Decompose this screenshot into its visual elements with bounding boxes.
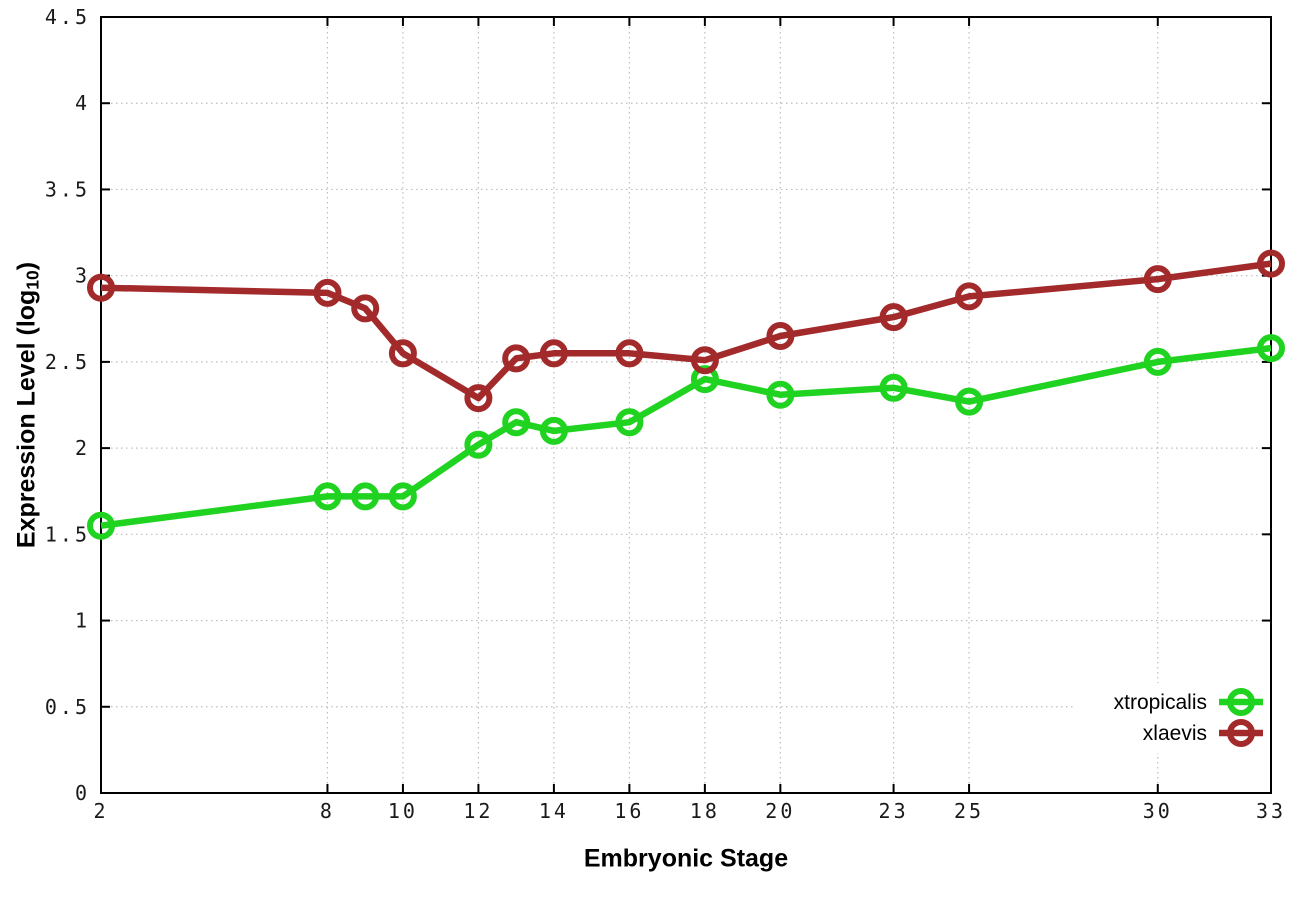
data-point-xtropicalis — [1143, 347, 1172, 376]
legend-sample-marker-xtropicalis — [1227, 688, 1255, 716]
y-tick-label: 4 — [75, 91, 90, 115]
y-tick-label: 0.5 — [45, 695, 90, 719]
data-point-xlaevis — [388, 339, 417, 368]
legend-label-xtropicalis: xtropicalis — [1114, 691, 1207, 714]
data-point-xtropicalis — [464, 430, 493, 459]
x-tick-label: 33 — [1256, 799, 1286, 823]
data-point-xtropicalis — [955, 387, 984, 416]
y-tick-label: 2.5 — [45, 350, 90, 374]
y-axis-title-main: Expression Level (log — [12, 289, 41, 549]
x-axis-title: Embryonic Stage — [583, 844, 789, 873]
x-tick-label: 10 — [388, 799, 418, 823]
x-tick-label: 2 — [93, 799, 108, 823]
data-point-xtropicalis — [766, 380, 795, 409]
x-tick-label: 8 — [320, 799, 335, 823]
data-point-xtropicalis — [690, 365, 719, 394]
data-point-xlaevis — [87, 273, 115, 302]
y-axis-title-subscript: 10 — [22, 270, 43, 290]
data-point-xtropicalis — [502, 408, 531, 437]
legend-sample-marker-xlaevis — [1227, 719, 1255, 747]
data-point-xlaevis — [464, 384, 493, 413]
x-tick-label: 25 — [954, 799, 984, 823]
y-tick-label: 4.5 — [45, 5, 90, 29]
data-point-xtropicalis — [313, 482, 342, 511]
data-point-xtropicalis — [615, 408, 644, 437]
x-tick-label: 12 — [463, 799, 493, 823]
data-point-xlaevis — [955, 282, 984, 311]
data-point-xlaevis — [1257, 249, 1285, 278]
plot-border — [100, 16, 1272, 794]
x-tick-label: 30 — [1143, 799, 1173, 823]
data-point-xlaevis — [313, 278, 342, 307]
data-point-xtropicalis — [879, 373, 908, 402]
y-tick-label: 3 — [75, 264, 90, 288]
y-tick-label: 2 — [75, 436, 90, 460]
data-point-xtropicalis — [351, 482, 380, 511]
y-axis-title: Expression Level (log10) — [12, 261, 43, 549]
y-tick-label: 3.5 — [45, 177, 90, 201]
legend-label-xlaevis: xlaevis — [1143, 722, 1207, 745]
data-point-xlaevis — [539, 339, 568, 368]
x-tick-label: 23 — [879, 799, 909, 823]
data-point-xlaevis — [879, 303, 908, 332]
x-tick-label: 16 — [614, 799, 644, 823]
x-tick-label: 20 — [765, 799, 795, 823]
x-tick-label: 14 — [539, 799, 569, 823]
data-point-xtropicalis — [388, 482, 417, 511]
x-tick-label: 18 — [690, 799, 720, 823]
data-point-xlaevis — [690, 346, 719, 375]
y-tick-label: 0 — [75, 781, 90, 805]
y-tick-label: 1 — [75, 609, 90, 633]
data-point-xlaevis — [766, 322, 795, 350]
series-line-xtropicalis — [100, 344, 1272, 529]
data-point-xtropicalis — [87, 511, 115, 540]
data-point-xlaevis — [615, 339, 644, 368]
data-point-xtropicalis — [539, 416, 568, 445]
y-axis-title-close: ) — [12, 261, 41, 271]
data-point-xlaevis — [1143, 265, 1172, 294]
data-point-xtropicalis — [1257, 334, 1285, 363]
data-point-xlaevis — [502, 344, 531, 373]
y-tick-label: 1.5 — [45, 522, 90, 546]
data-point-xlaevis — [351, 294, 380, 323]
